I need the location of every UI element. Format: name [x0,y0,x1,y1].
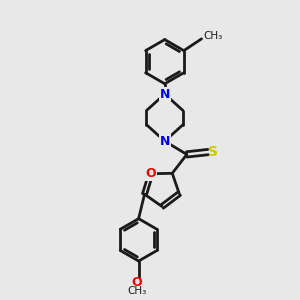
Text: S: S [208,145,218,159]
Text: CH₃: CH₃ [203,32,222,41]
Text: CH₃: CH₃ [128,286,147,296]
Text: N: N [160,135,170,148]
Text: O: O [132,276,142,289]
Text: O: O [146,167,156,180]
Text: N: N [160,88,170,100]
